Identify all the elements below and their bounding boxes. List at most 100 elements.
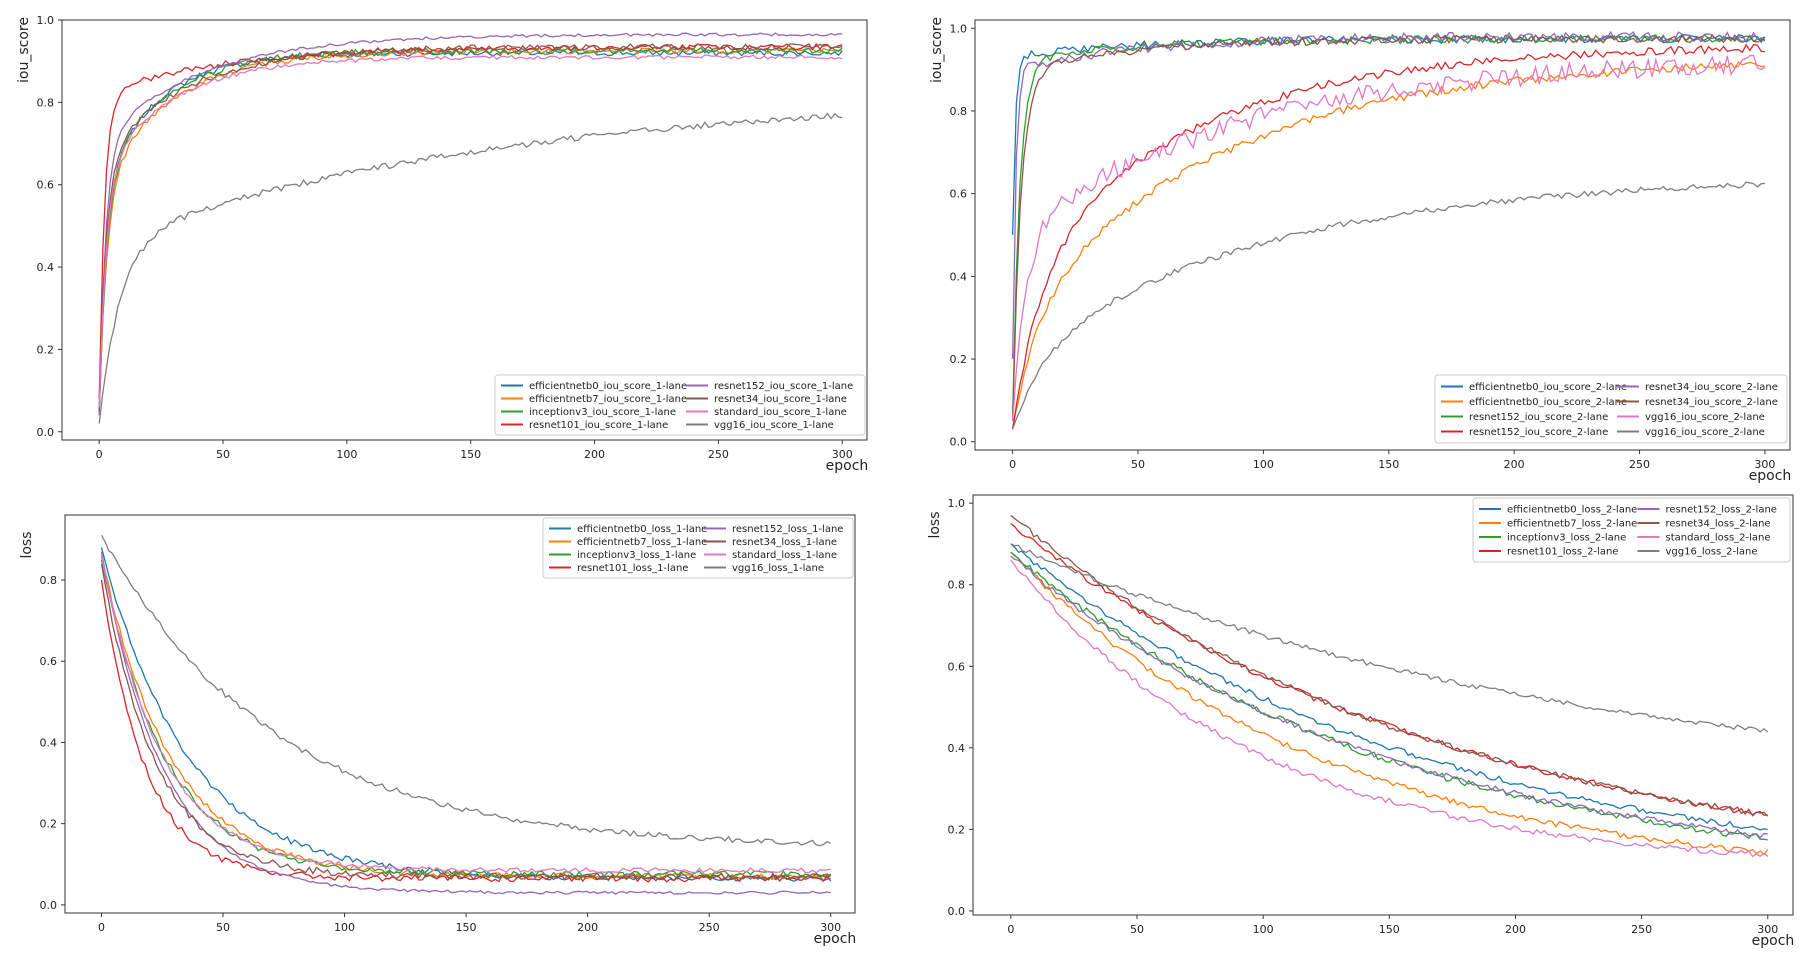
- legend-entry: resnet152_iou_score_2-lane: [1469, 427, 1608, 438]
- x-tick-label: 200: [1505, 923, 1526, 936]
- series-line: [100, 555, 832, 881]
- series-line: [1011, 43, 1765, 430]
- legend-entry: efficientnetb0_loss_2-lane: [1507, 505, 1637, 516]
- series-line: [1010, 555, 1768, 839]
- legend-entry: vgg16_iou_score_2-lane: [1645, 412, 1765, 423]
- series-line: [98, 47, 843, 408]
- series-line: [1010, 543, 1768, 831]
- legend-entry: inceptionv3_loss_1-lane: [577, 550, 696, 561]
- legend-entry: efficientnetb7_loss_1-lane: [577, 537, 707, 548]
- y-axis-label: iou_score: [929, 17, 945, 83]
- x-tick-label: 100: [336, 448, 357, 461]
- chart-loss-2lane: 0 50 100 150 200 250 300 0.0 0.2 0.4 0.6 0.8 1.0 epoc…: [927, 494, 1794, 949]
- series-line: [100, 559, 832, 879]
- axes-frame: [64, 514, 856, 914]
- y-tick-label: 1.0: [37, 14, 55, 27]
- x-tick-label: 250: [708, 448, 729, 461]
- x-tick-label: 150: [1379, 923, 1400, 936]
- series-line: [100, 551, 831, 895]
- chart-iou-1lane: 0 50 100 150 200 250 300 0.0 0.2 0.4 0.6 0.8 1.0 epoc…: [16, 14, 868, 474]
- legend-entry: resnet34_iou_score_2-lane: [1645, 382, 1778, 393]
- series-line: [100, 555, 831, 874]
- y-tick-label: 0.4: [948, 742, 966, 755]
- legend-entry: efficientnetb7_iou_score_1-lane: [529, 394, 687, 405]
- chart-loss-1lane: 0 50 100 150 200 250 300 0.0 0.2 0.4 0.6 0.8 epoch lo…: [19, 514, 857, 947]
- series-line: [100, 534, 831, 847]
- series-line: [98, 112, 843, 424]
- x-tick-label: 150: [1378, 458, 1399, 471]
- y-tick-label: 0.2: [950, 353, 968, 366]
- x-tick-label: 250: [699, 921, 720, 934]
- x-tick-label: 0: [98, 921, 105, 934]
- y-axis-label: loss: [927, 511, 943, 538]
- x-tick-label: 250: [1629, 458, 1650, 471]
- x-tick-label: 200: [1504, 458, 1525, 471]
- series-line: [1011, 33, 1766, 417]
- legend: efficientnetb0_iou_score_1-lane efficient…: [494, 374, 866, 436]
- y-tick-label: 0.8: [37, 96, 55, 109]
- x-tick-label: 300: [832, 448, 853, 461]
- x-tick-label: 200: [577, 921, 598, 934]
- legend-entry: efficientnetb7_loss_2-lane: [1507, 519, 1637, 530]
- series-line: [98, 43, 843, 412]
- y-tick-label: 0.0: [37, 426, 55, 439]
- legend: efficientnetb0_loss_2-lane efficientnetb7…: [1472, 497, 1791, 563]
- legend-entry: resnet152_iou_score_2-lane: [1469, 412, 1608, 423]
- series-line: [1011, 60, 1766, 430]
- x-tick-label: 50: [216, 448, 230, 461]
- x-tick-label: 50: [1131, 458, 1145, 471]
- y-tick-label: 0.6: [37, 179, 55, 192]
- legend-entry: inceptionv3_loss_2-lane: [1507, 533, 1626, 544]
- x-tick-label: 100: [334, 921, 355, 934]
- y-tick-label: 0.4: [40, 736, 58, 749]
- y-axis-label: iou_score: [16, 17, 32, 83]
- series-line: [1010, 551, 1768, 841]
- legend-entry: efficientnetb0_iou_score_1-lane: [529, 381, 687, 392]
- x-axis-label: epoch: [1749, 468, 1792, 484]
- legend-entry: resnet152_loss_2-lane: [1666, 505, 1777, 516]
- series-line: [100, 563, 832, 881]
- legend-entry: standard_loss_2-lane: [1666, 533, 1771, 544]
- y-axis-label: loss: [19, 531, 35, 558]
- legend-entry: vgg16_loss_1-lane: [732, 563, 824, 574]
- series-line: [1010, 559, 1769, 858]
- series-line: [1011, 30, 1766, 360]
- axes-frame: [61, 19, 868, 441]
- series-line: [1011, 34, 1765, 422]
- x-tick-label: 50: [216, 921, 230, 934]
- legend-entry: resnet101_iou_score_1-lane: [529, 420, 668, 431]
- x-tick-label: 0: [1009, 458, 1016, 471]
- legend-entry: resnet34_iou_score_2-lane: [1645, 397, 1778, 408]
- series-line: [1011, 181, 1765, 430]
- x-axis-label: epoch: [814, 931, 857, 947]
- legend-entry: standard_iou_score_1-lane: [714, 407, 847, 418]
- y-tick-label: 0.6: [40, 655, 58, 668]
- y-tick-label: 1.0: [950, 22, 968, 35]
- y-tick-label: 0.4: [950, 270, 968, 283]
- legend-entry: resnet152_loss_1-lane: [732, 524, 843, 535]
- axes-frame: [972, 494, 1794, 916]
- x-tick-label: 50: [1130, 923, 1144, 936]
- y-tick-label: 0.6: [948, 660, 966, 673]
- x-tick-label: 150: [456, 921, 477, 934]
- y-tick-label: 0.8: [40, 574, 58, 587]
- series-line: [98, 32, 843, 416]
- legend-box: [1472, 497, 1791, 563]
- y-tick-label: 0.2: [40, 818, 58, 831]
- y-tick-label: 0.8: [948, 579, 966, 592]
- x-tick-label: 300: [1757, 923, 1778, 936]
- legend-entry: inceptionv3_iou_score_1-lane: [529, 407, 676, 418]
- x-tick-label: 0: [96, 448, 103, 461]
- x-tick-label: 100: [1253, 923, 1274, 936]
- series-line: [1010, 551, 1769, 856]
- series-line: [1010, 543, 1769, 733]
- y-tick-label: 0.0: [948, 905, 966, 918]
- x-tick-label: 100: [1253, 458, 1274, 471]
- legend-entry: resnet34_iou_score_1-lane: [714, 394, 847, 405]
- legend: efficientnetb0_loss_1-lane efficientnetb7…: [542, 517, 854, 579]
- legend-box: [542, 517, 854, 579]
- series-line: [98, 46, 843, 412]
- legend-entry: vgg16_iou_score_2-lane: [1645, 427, 1765, 438]
